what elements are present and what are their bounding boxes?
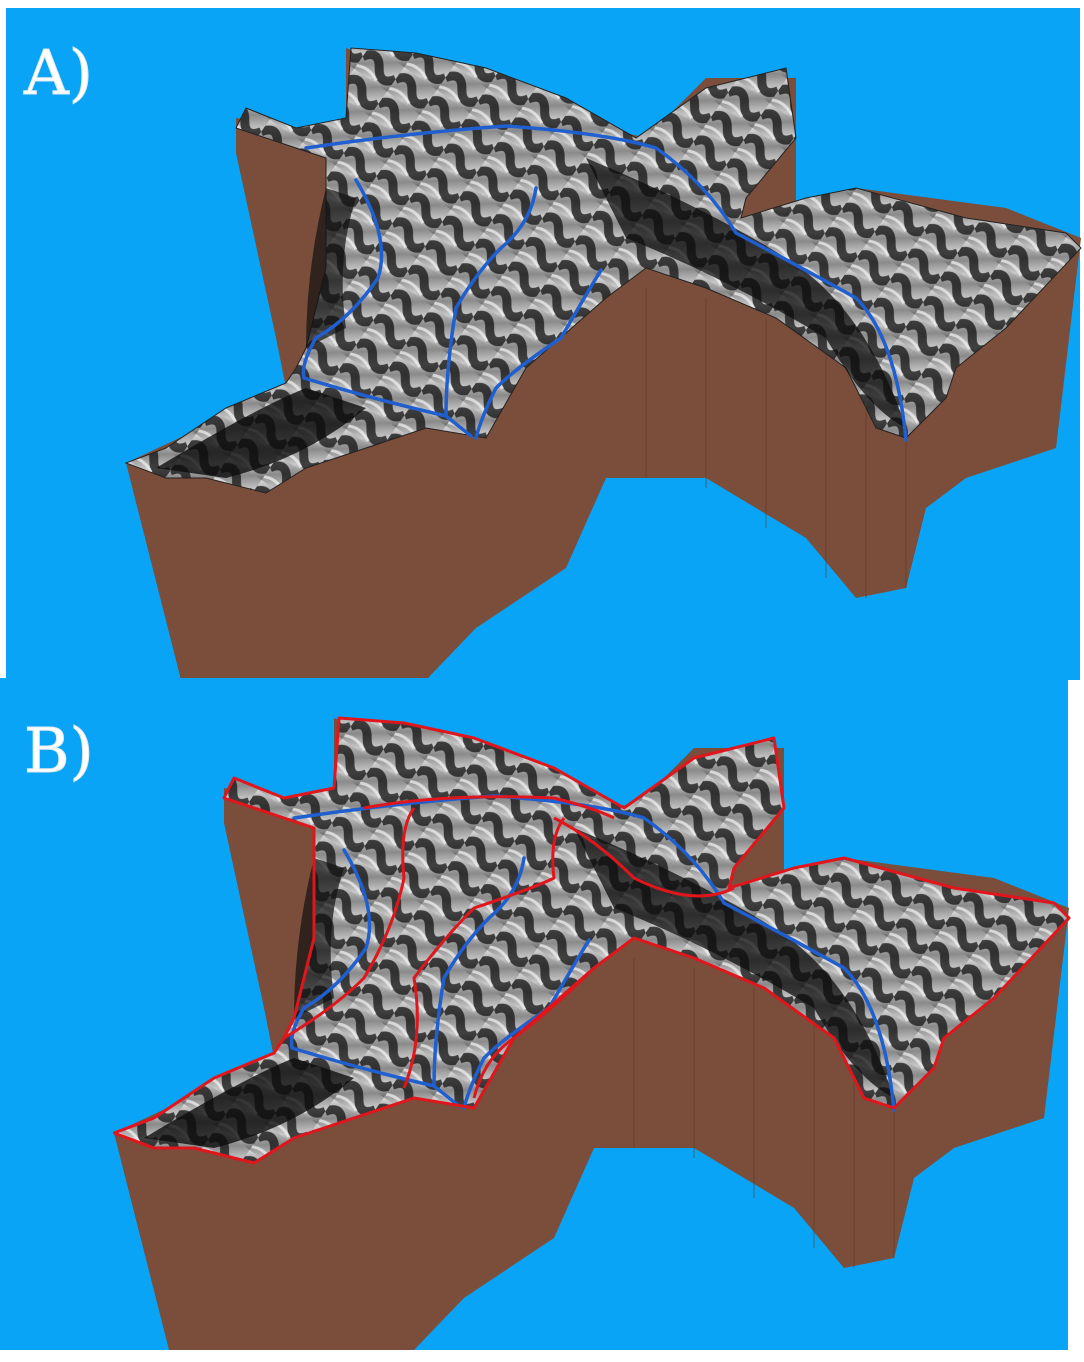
figure: A) B) <box>0 0 1084 1362</box>
panel-label: A) <box>23 36 93 109</box>
panel-a: A) <box>6 8 1081 680</box>
panel-label: B) <box>24 714 94 787</box>
panel-b: B) <box>0 678 1069 1350</box>
